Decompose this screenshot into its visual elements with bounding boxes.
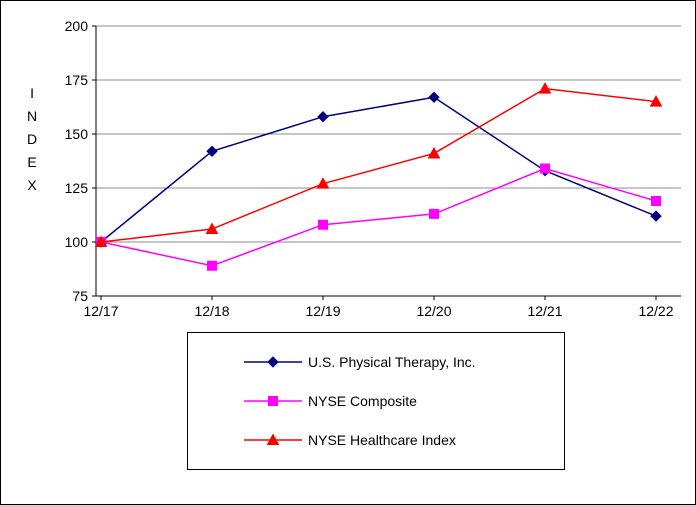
legend-item: U.S. Physical Therapy, Inc. bbox=[244, 354, 564, 370]
legend-label: U.S. Physical Therapy, Inc. bbox=[308, 354, 476, 371]
data-point-marker bbox=[316, 177, 330, 189]
data-point-marker bbox=[538, 82, 552, 94]
data-point-marker bbox=[650, 210, 662, 222]
data-point-marker bbox=[649, 95, 663, 107]
data-point-marker bbox=[206, 145, 218, 157]
y-tick-label: 150 bbox=[65, 126, 89, 142]
data-point-marker bbox=[427, 146, 441, 159]
y-tick-label: 125 bbox=[65, 180, 89, 196]
data-point-marker bbox=[207, 260, 217, 271]
data-point-marker bbox=[205, 222, 219, 235]
x-tick-label: 12/19 bbox=[305, 303, 340, 319]
legend-label: NYSE Healthcare Index bbox=[308, 431, 456, 448]
y-tick-label: 100 bbox=[65, 234, 89, 250]
y-tick-label: 175 bbox=[65, 72, 89, 88]
y-axis-title-letter: D bbox=[27, 131, 38, 147]
triangle-marker-icon bbox=[244, 433, 302, 445]
data-point-marker bbox=[428, 91, 440, 103]
y-axis-title-letter: X bbox=[27, 177, 37, 193]
data-point-marker bbox=[317, 111, 329, 123]
series-line bbox=[100, 96, 657, 243]
legend-item: NYSE Composite bbox=[244, 393, 564, 409]
data-point-marker bbox=[318, 219, 328, 230]
plot-svg: 75 100 125 150 175 200 12/17 12/18 12/19 12/20 12/… bbox=[65, 18, 681, 319]
diamond-marker-icon bbox=[244, 356, 302, 369]
x-tick-label: 12/17 bbox=[83, 303, 118, 319]
x-tick-label: 12/22 bbox=[638, 303, 673, 319]
y-axis-title-letter: I bbox=[30, 85, 34, 101]
legend-item: NYSE Healthcare Index bbox=[244, 432, 564, 448]
data-point-marker bbox=[429, 208, 439, 219]
data-point-marker bbox=[651, 195, 661, 206]
legend-label: NYSE Composite bbox=[308, 392, 417, 409]
y-axis-title-letter: E bbox=[27, 154, 37, 170]
x-tick-label: 12/18 bbox=[194, 303, 229, 319]
series-line bbox=[100, 167, 657, 267]
y-axis-title-letter: N bbox=[27, 108, 38, 124]
data-point-marker bbox=[94, 235, 108, 247]
x-tick-label: 12/21 bbox=[527, 303, 562, 319]
legend: U.S. Physical Therapy, Inc. NYSE Composit… bbox=[187, 332, 565, 470]
y-tick-label: 200 bbox=[65, 18, 89, 34]
y-tick-label: 75 bbox=[72, 288, 88, 304]
square-marker-icon bbox=[244, 395, 302, 406]
series-line bbox=[100, 87, 657, 243]
x-tick-label: 12/20 bbox=[416, 303, 451, 319]
data-point-marker bbox=[540, 163, 550, 174]
